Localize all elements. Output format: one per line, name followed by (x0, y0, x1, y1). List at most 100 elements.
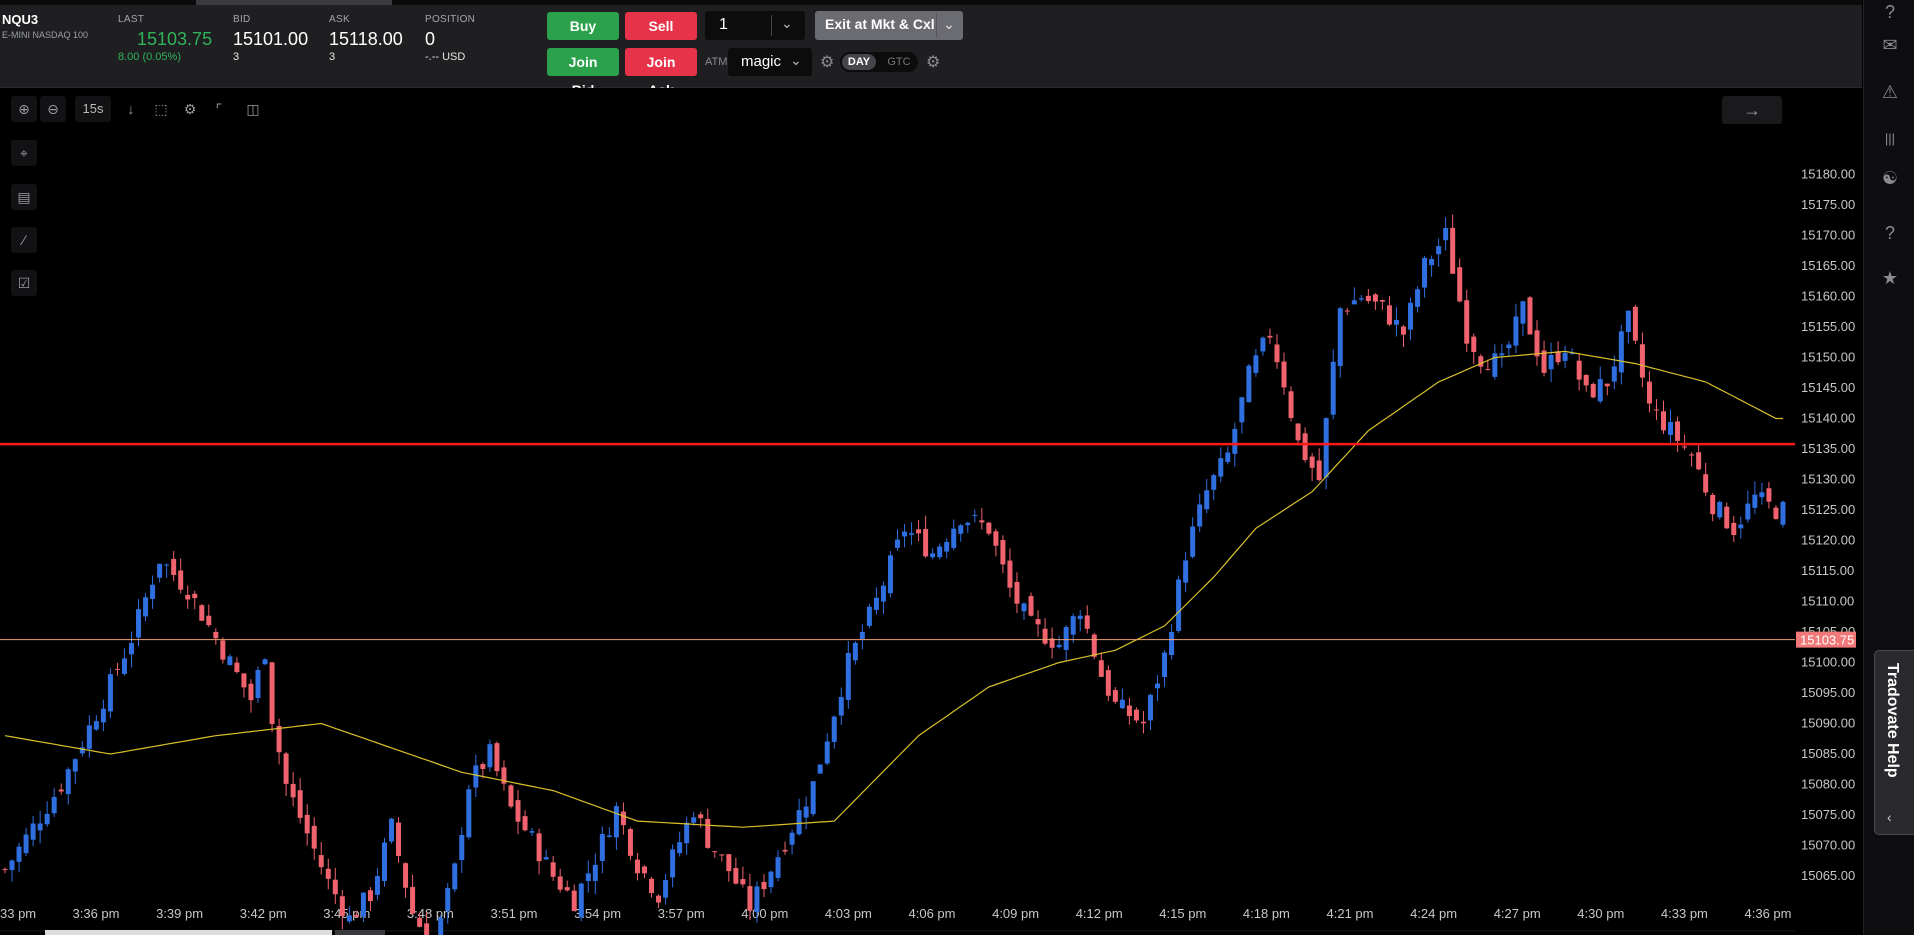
candle-body (1541, 350, 1547, 373)
candle-body (1569, 353, 1575, 355)
duration-toggle[interactable]: DAY GTC (840, 52, 918, 72)
time-tick-label: 3:48 pm (407, 906, 454, 921)
interval-button[interactable]: 15s (75, 96, 111, 122)
trading-header: NQU3 E-MINI NASDAQ 100 LAST 15103.75 8.0… (0, 0, 1862, 98)
chat-icon[interactable]: ✉ (1882, 35, 1898, 55)
position-value: 0 (425, 29, 436, 49)
candlestick-icon[interactable]: ↓ (127, 101, 135, 117)
candle-body (1204, 490, 1210, 510)
candle-body (23, 834, 29, 854)
scrollbar-thumb[interactable] (45, 930, 332, 935)
zoom-out-icon[interactable]: ⊖ (40, 96, 66, 122)
candle-body (592, 864, 598, 881)
candle-body (1408, 302, 1414, 330)
exit-divider (936, 13, 937, 38)
scrollbar-track[interactable] (335, 930, 385, 935)
quantity-divider (771, 15, 772, 36)
candle-body (1590, 383, 1596, 398)
candle-body (438, 917, 444, 935)
question-icon[interactable]: ? (1884, 223, 1895, 243)
join-bid-button[interactable]: Join Bid (547, 48, 619, 98)
gear-icon[interactable]: ⚙ (820, 54, 835, 71)
price-tick-label: 15165.00 (1801, 258, 1855, 273)
candle-body (1632, 306, 1638, 341)
candle-body (1611, 366, 1617, 382)
candle-body (248, 683, 254, 701)
candle-body (241, 673, 247, 688)
candle-body (677, 842, 683, 854)
candle-body (1576, 360, 1582, 380)
candle-body (1056, 644, 1062, 648)
candle-body (1239, 397, 1245, 423)
draw-line-icon[interactable]: ∕ (11, 227, 37, 253)
candle-body (951, 528, 957, 548)
candle-body (1105, 670, 1111, 696)
scroll-right-icon[interactable]: → (1722, 96, 1782, 124)
candle-body (199, 605, 205, 621)
selection-icon[interactable]: ⬚ (154, 101, 168, 117)
chevron-down-icon[interactable]: ⌄ (781, 15, 793, 31)
warning-icon[interactable]: ⚠ (1881, 82, 1899, 102)
time-tick-label: 4:33 pm (1661, 906, 1708, 921)
price-tick-label: 15180.00 (1801, 167, 1855, 182)
instrument-info[interactable]: NQU3 E-MINI NASDAQ 100 (2, 12, 88, 40)
candle-body (150, 584, 156, 599)
atm-strategy-select[interactable]: magic ⌄ (728, 48, 812, 76)
candle-body (1162, 652, 1168, 678)
notes-icon[interactable]: ▤ (11, 184, 37, 210)
trophy-icon[interactable]: ★ (1881, 268, 1899, 288)
quantity-select[interactable]: 1 ⌄ (705, 11, 805, 40)
layout-icon[interactable]: ◫ (246, 101, 260, 117)
axis-icon[interactable]: ⌜ (215, 101, 223, 117)
price-chart[interactable]: 15180.00 15175.00 15170.00 15165.00 15160.00… (0, 88, 1862, 935)
exit-market-cancel-button[interactable]: Exit at Mkt & Cxl ⌄ (815, 11, 963, 40)
candle-body (754, 886, 760, 913)
candle-body (213, 631, 219, 639)
candle-body (1710, 494, 1716, 515)
gtc-option[interactable]: GTC (887, 56, 911, 68)
community-icon[interactable]: ☯ (1881, 168, 1899, 188)
candle-body (515, 800, 521, 822)
zoom-in-icon[interactable]: ⊕ (11, 96, 37, 122)
join-ask-button[interactable]: Join Ask (625, 48, 697, 98)
lock-icon[interactable]: ☑ (11, 270, 37, 296)
candle-body (1063, 627, 1069, 650)
gear-icon[interactable]: ⚙ (926, 54, 941, 71)
chevron-left-icon[interactable]: ‹ (1887, 809, 1892, 825)
crosshair-icon[interactable]: ⌖ (11, 140, 37, 166)
price-tick-label: 15130.00 (1801, 472, 1855, 487)
candle-body (1429, 259, 1435, 266)
price-tick-label: 15125.00 (1801, 502, 1855, 517)
candle-body (1140, 721, 1146, 724)
candle-body (522, 816, 528, 831)
chevron-down-icon[interactable]: ⌄ (943, 16, 955, 32)
candle-body (1534, 330, 1540, 357)
candle-body (824, 741, 830, 764)
candle-body (1000, 540, 1006, 565)
help-circle-icon[interactable]: ? (1884, 2, 1895, 22)
candle-body (1752, 494, 1758, 508)
chart-area[interactable]: 15180.00 15175.00 15170.00 15165.00 15160.00… (0, 88, 1862, 935)
candle-body (58, 789, 64, 792)
candle-body (403, 863, 409, 888)
candle-body (1225, 452, 1231, 462)
bid-label: BID (233, 14, 251, 25)
columns-icon[interactable]: ||| (1884, 131, 1896, 146)
candle-body (1745, 503, 1751, 520)
candle-body (1731, 522, 1737, 535)
time-tick-label: 3:36 pm (73, 906, 120, 921)
candle-body (1436, 246, 1442, 255)
candle-body (1485, 369, 1491, 371)
candle-body (1351, 300, 1357, 305)
candle-body (550, 862, 556, 877)
day-option[interactable]: DAY (842, 54, 876, 70)
candle-body (16, 846, 22, 862)
candle-body (1042, 628, 1048, 644)
candle-body (1415, 289, 1421, 307)
help-tab[interactable]: Tradovate Help ‹ (1874, 650, 1914, 835)
buy-market-button[interactable]: Buy Mkt (547, 12, 619, 62)
sell-market-button[interactable]: Sell Mkt (625, 12, 697, 62)
candle-body (1555, 351, 1561, 363)
gear-icon[interactable]: ⚙ (183, 101, 197, 117)
ask-label: ASK (329, 14, 350, 25)
